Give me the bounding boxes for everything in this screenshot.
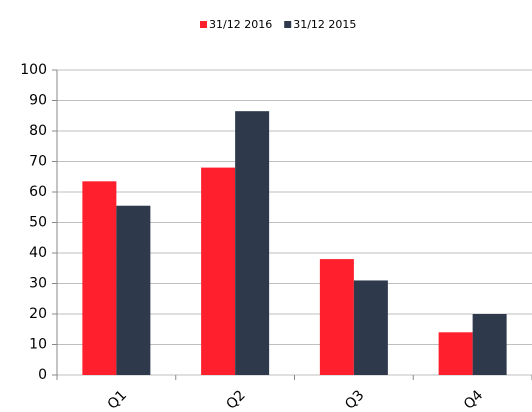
- x-tick-label: Q2: [223, 387, 248, 412]
- bar: [472, 314, 507, 375]
- bar: [235, 111, 270, 376]
- bar: [319, 259, 354, 375]
- legend-swatch: [200, 21, 207, 28]
- bar: [82, 181, 117, 375]
- y-tick-label: 70: [29, 154, 47, 170]
- y-tick-label: 0: [38, 367, 47, 383]
- y-tick-label: 90: [29, 93, 47, 109]
- y-tick-label: 100: [20, 62, 47, 78]
- y-tick-label: 60: [29, 184, 47, 200]
- legend-label: 31/12 2015: [293, 18, 356, 31]
- bar: [201, 167, 236, 375]
- legend-swatch: [284, 21, 292, 28]
- y-tick-label: 20: [29, 306, 47, 322]
- legend-label: 31/12 2016: [209, 18, 272, 31]
- bar: [116, 205, 151, 375]
- y-tick-label: 80: [29, 123, 47, 139]
- y-tick-label: 10: [29, 337, 47, 353]
- x-tick-label: Q1: [105, 387, 130, 412]
- bar: [438, 332, 473, 375]
- bar: [353, 280, 388, 375]
- y-tick-label: 30: [29, 276, 47, 292]
- y-tick-label: 40: [29, 245, 47, 261]
- y-tick-label: 50: [29, 215, 47, 231]
- x-tick-label: Q4: [461, 387, 486, 412]
- x-tick-label: Q3: [342, 387, 367, 412]
